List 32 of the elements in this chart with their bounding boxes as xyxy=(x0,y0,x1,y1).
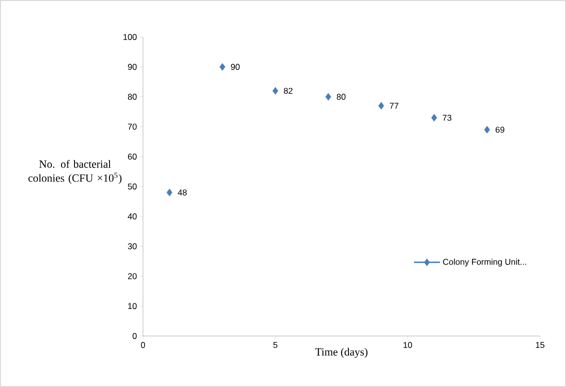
point xyxy=(484,126,490,134)
point xyxy=(166,188,172,196)
y-tick-label: 20 xyxy=(128,273,137,280)
y-tick-label: 40 xyxy=(128,213,137,220)
x-tick-label: 5 xyxy=(273,342,278,348)
y-tick-label: 10 xyxy=(128,303,137,310)
point xyxy=(431,114,438,122)
point xyxy=(378,102,384,110)
legend-label: Colony Forming Unit... xyxy=(443,258,526,267)
data-label: 73 xyxy=(442,114,452,121)
y-tick-label: 0 xyxy=(132,333,137,339)
x-axis-title: Time (days) xyxy=(315,348,368,358)
y-tick-label: 80 xyxy=(128,94,137,100)
x-tick-label: 15 xyxy=(536,342,544,348)
data-label: 77 xyxy=(390,102,398,109)
y-tick-label: 50 xyxy=(128,184,137,190)
point xyxy=(272,87,278,95)
data-label: 90 xyxy=(230,64,240,70)
data-label: 82 xyxy=(284,88,292,94)
point xyxy=(325,93,332,101)
x-tick-label: 0 xyxy=(140,342,146,348)
data-label: 48 xyxy=(178,189,187,196)
x-tick-label: 10 xyxy=(404,342,412,348)
y-tick-label: 30 xyxy=(128,243,137,250)
y-tick-label: 90 xyxy=(128,64,137,70)
data-label: 80 xyxy=(336,94,346,100)
y-tick-label: 60 xyxy=(128,154,137,160)
data-label: 69 xyxy=(496,126,504,133)
y-tick-label: 70 xyxy=(128,124,137,130)
point xyxy=(220,63,226,71)
y-tick-label: 100 xyxy=(124,34,137,40)
y-axis-title: No. of bacterial colonies (CFU ×10$^{5}$) xyxy=(28,160,122,184)
